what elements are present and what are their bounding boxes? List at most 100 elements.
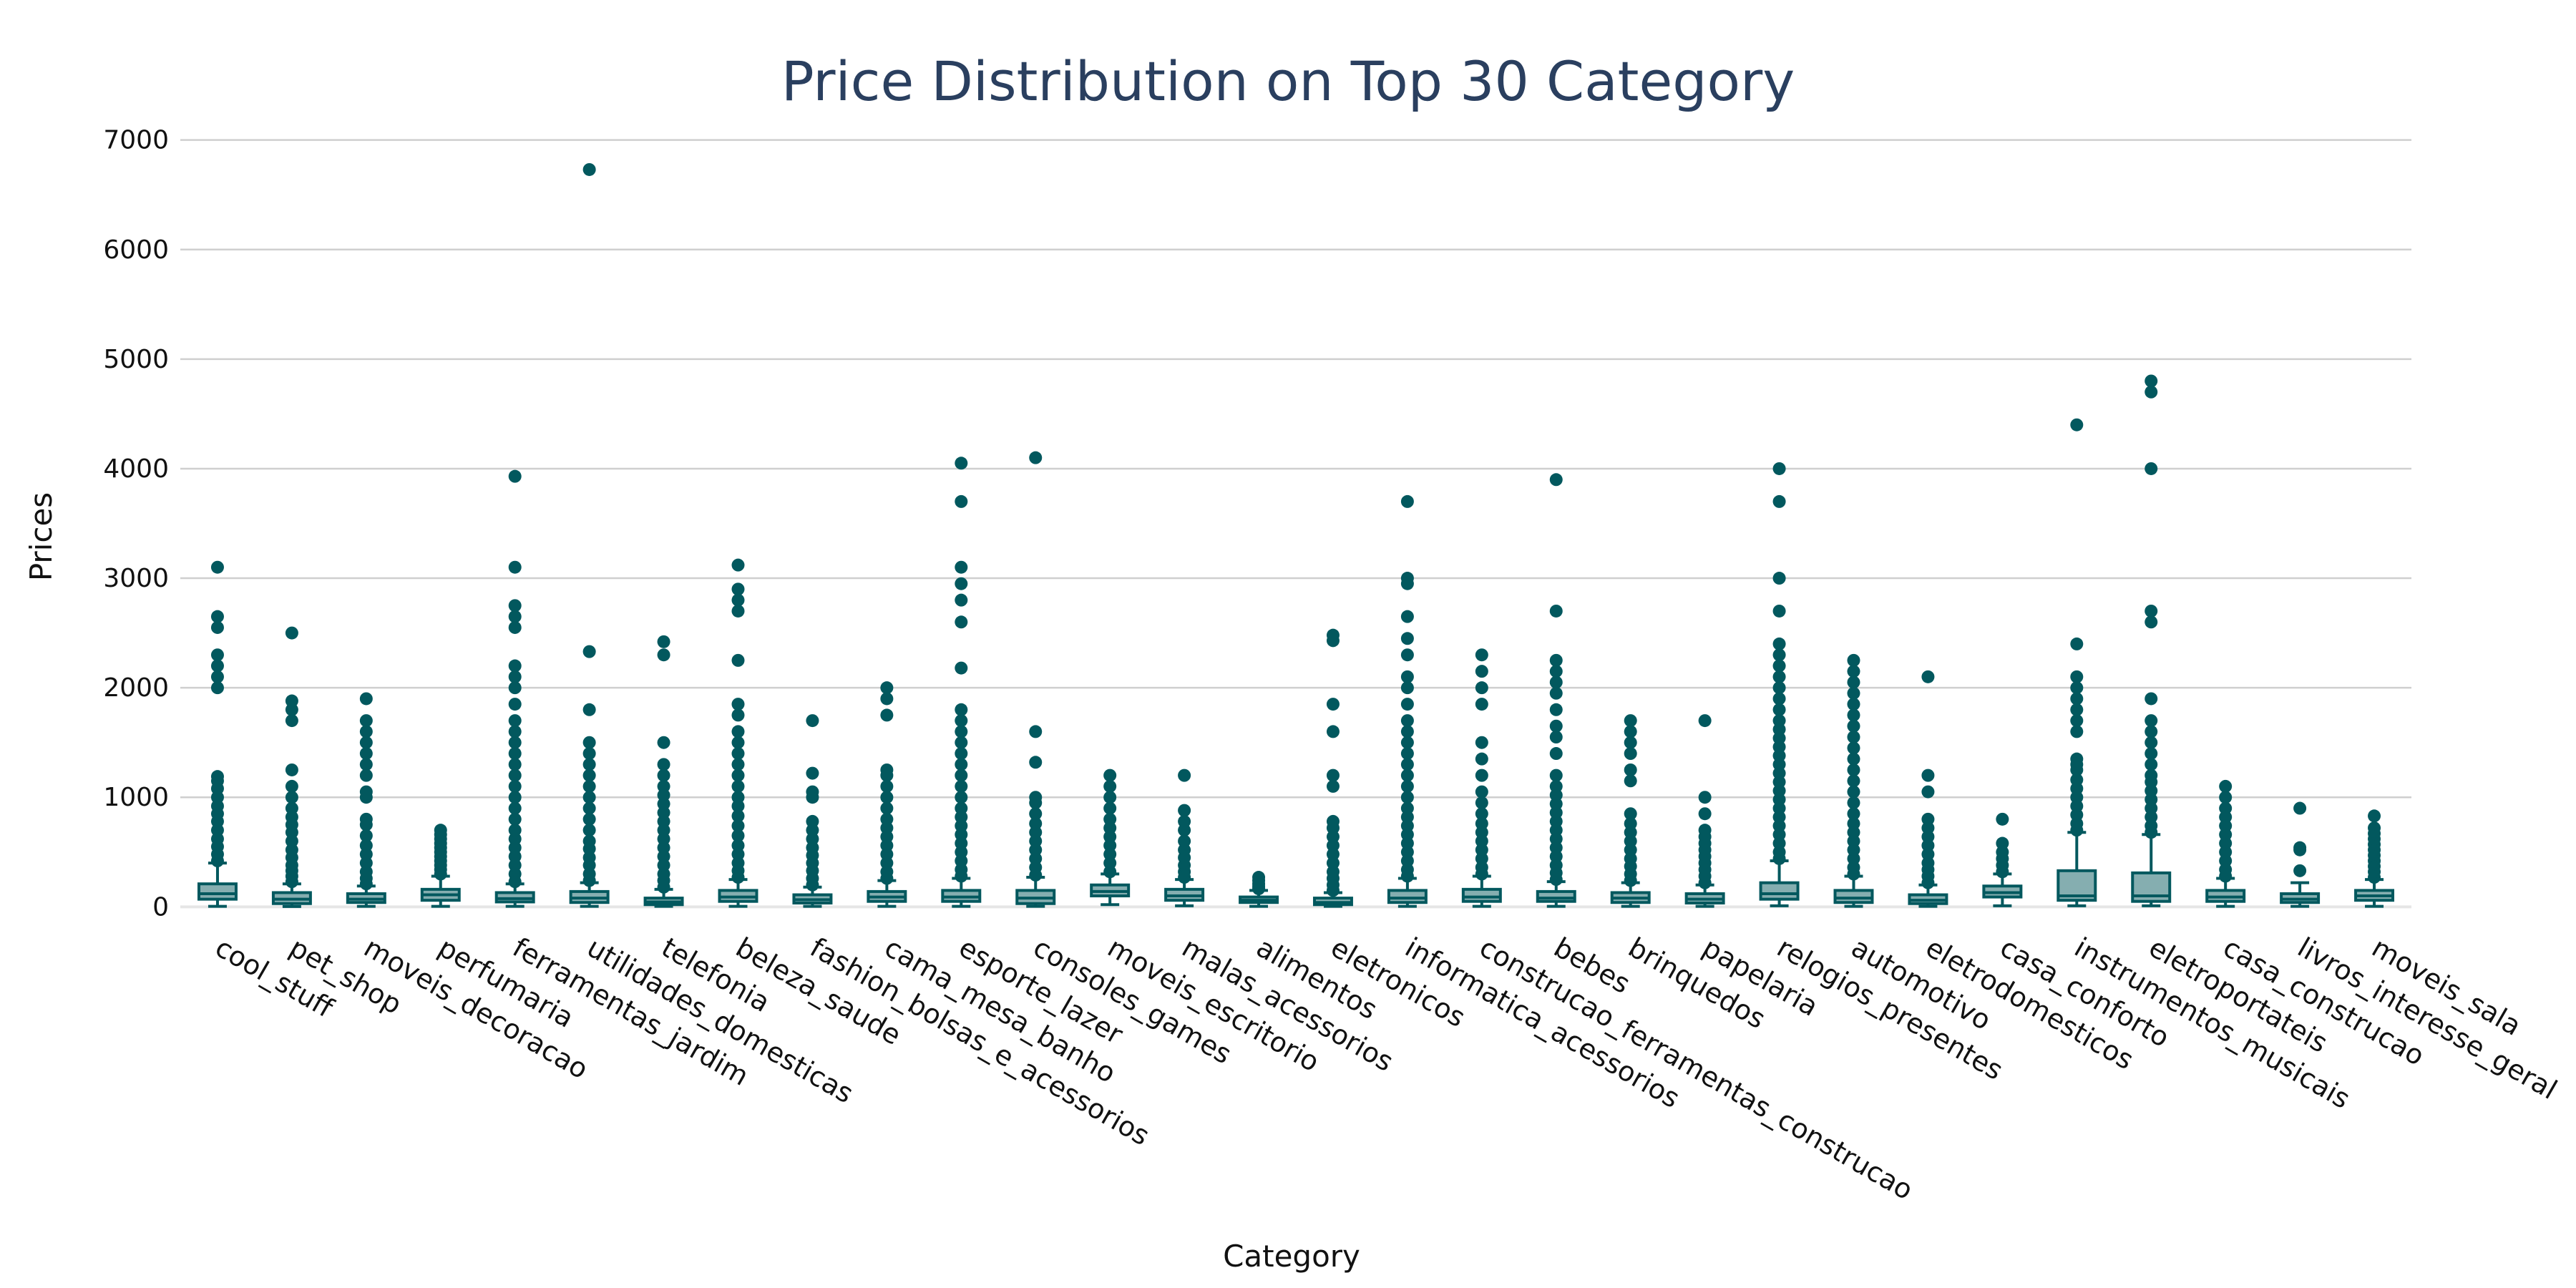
y-axis-ticks: 0 1000 2000 3000 4000 5000 6000 7000 [103,126,169,922]
outlier-point [359,758,373,771]
outlier-point [1624,774,1637,788]
outlier-point [285,626,298,640]
outlier-point [1698,824,1712,837]
outlier-point [955,801,968,815]
outlier-point [1847,719,1860,733]
box-pet_shop [271,626,312,908]
outlier-point [582,812,596,826]
outlier-point [1029,451,1043,464]
y-axis-title: Prices [24,492,59,581]
outlier-point [880,708,894,722]
outlier-point [1400,670,1414,683]
outlier-point [1772,462,1786,475]
outlier-point [210,770,224,784]
outlier-point [1029,725,1043,738]
outlier-point [1624,725,1637,738]
outlier-point [731,725,745,738]
outlier-point [955,661,968,675]
outlier-point [731,558,745,572]
outlier-point [1847,708,1860,722]
box-eletrodomesticos [1908,670,1948,908]
outlier-point [1549,604,1563,618]
y-tick-label-1000: 1000 [103,783,169,812]
outlier-point [1103,779,1117,793]
outlier-point [731,758,745,771]
outlier-point [2070,752,2084,766]
outlier-point [1847,665,1860,678]
outlier-point [955,779,968,793]
outlier-point [359,785,373,799]
outlier-point [2145,769,2158,782]
outlier-point [657,736,670,749]
outlier-point [2070,773,2084,786]
outlier-point [731,653,745,667]
box-livros_interesse_geral [2280,801,2321,908]
outlier-point [731,582,745,596]
box-beleza_saude [718,558,758,908]
outlier-point [582,801,596,815]
outlier-point [1475,796,1488,809]
outlier-point [955,457,968,470]
outlier-point [508,469,522,483]
box-telefonia [643,635,684,908]
outlier-point [1549,779,1563,793]
outlier-point [285,714,298,728]
box-alimentos [1239,871,1279,908]
box-informatica_acessorios [1387,494,1428,908]
outlier-point [508,560,522,574]
outlier-point [359,692,373,706]
outlier-point [1549,686,1563,700]
outlier-point [508,812,522,826]
outlier-point [582,747,596,761]
box-casa_construcao [2205,779,2246,908]
outlier-point [359,714,373,728]
outlier-point [1178,804,1191,817]
outlier-point [955,791,968,804]
outlier-point [285,694,298,708]
y-tick-label-2000: 2000 [103,673,169,703]
outlier-point [1772,494,1786,508]
outlier-point [508,801,522,815]
outlier-point [359,747,373,761]
box-cool_stuff [197,560,238,908]
box-automotivo [1833,653,1874,908]
outlier-point [2219,791,2233,804]
outlier-point [1624,807,1637,821]
outlier-point [1400,698,1414,711]
outlier-point [2145,692,2158,706]
outlier-point [359,829,373,842]
outlier-point [955,494,968,508]
outlier-point [508,725,522,738]
outlier-point [1252,871,1266,884]
outlier-point [880,779,894,793]
outlier-point [1475,665,1488,678]
gridlines [180,139,2411,909]
outlier-point [2145,758,2158,771]
outlier-point [2145,462,2158,475]
outlier-point [1400,801,1414,815]
outlier-point [731,839,745,852]
outlier-point [1549,747,1563,761]
outlier-point [1475,736,1488,749]
outlier-point [1624,736,1637,749]
outlier-point [955,593,968,607]
outlier-point [1847,785,1860,799]
outlier-point [1029,816,1043,830]
outlier-point [582,769,596,782]
box-ferramentas_jardim [494,469,535,908]
outlier-point [582,703,596,716]
outlier-point [1772,714,1786,728]
outlier-point [1326,628,1340,642]
outlier-point [2145,604,2158,618]
y-tick-label-7000: 7000 [103,126,169,155]
outlier-point [1921,785,1935,799]
iqr-box [1759,881,1800,901]
outlier-point [582,834,596,848]
outlier-point [1475,769,1488,782]
outlier-point [657,769,670,782]
outlier-point [955,577,968,590]
outlier-point [2145,736,2158,749]
outlier-point [1400,632,1414,645]
outlier-point [210,610,224,623]
